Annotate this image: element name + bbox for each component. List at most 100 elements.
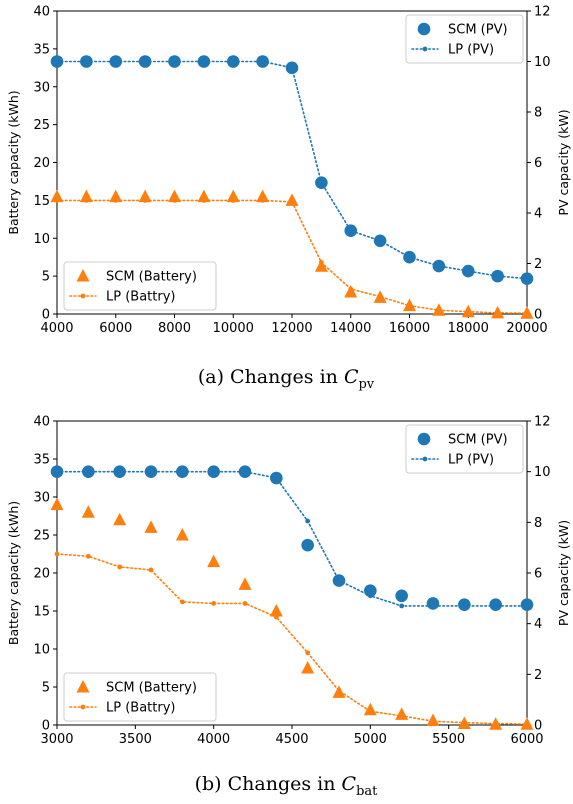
chart-2-series-1-point — [461, 603, 467, 609]
chart-1-legend-battery-marker-scm — [76, 269, 90, 282]
chart-2-ytick-right-label: 6 — [534, 567, 542, 582]
chart-2-legend-battery-marker-lp — [80, 704, 86, 710]
chart-1-ytick-left-label: 5 — [42, 270, 50, 285]
chart-1-series-3-point — [289, 199, 295, 205]
chart-2-series-0-point — [395, 589, 408, 603]
chart-1-ytick-left-label: 15 — [33, 194, 50, 209]
chart-1-series-1-point — [113, 59, 119, 64]
chart-2-xtick-label: 5000 — [354, 732, 387, 747]
chart-2-ytick-left-label: 0 — [42, 719, 50, 734]
chart-1-series-3-point — [83, 197, 89, 203]
chart-2-series-1-point — [524, 603, 530, 609]
chart-2-ytick-left-label: 10 — [33, 643, 50, 658]
chart-1-ytick-right-label: 10 — [534, 55, 551, 70]
chart-2-xtick-label: 3500 — [119, 732, 152, 747]
chart-2-series-2-point — [81, 505, 95, 518]
chart-2-series-3-point — [211, 601, 217, 606]
chart-2-caption: (b) Changes in Cbat — [195, 773, 379, 799]
chart-2-series-2-point — [175, 528, 189, 541]
chart-1-series-3-point — [113, 197, 119, 203]
chart-2-legend-battery-marker-scm — [76, 680, 90, 693]
chart-1-series-2-point — [314, 259, 328, 272]
chart-2-series-3-point — [399, 713, 405, 719]
chart-2-series-2-point — [238, 577, 252, 590]
chart-1-series-2-point — [109, 189, 123, 203]
chart-1-legend-battery-label-scm: SCM (Battery) — [106, 270, 197, 285]
chart-2-series-1-point — [179, 469, 185, 475]
chart-2-series-3-point — [54, 551, 60, 557]
chart-1-ytick-right-label: 8 — [534, 106, 542, 121]
chart-2-series-1-point — [336, 578, 342, 583]
chart-2-xtick-label: 3000 — [40, 732, 73, 747]
chart-2-series-1-point — [367, 593, 373, 599]
chart-1-series-1-point — [495, 273, 501, 279]
chart-1-ytick-left-label: 30 — [33, 80, 50, 95]
chart-1-ytick-right-label: 12 — [534, 5, 551, 20]
chart-1-series-3-point — [260, 197, 266, 203]
chart-2-series-3-point — [430, 718, 436, 724]
chart-2-series-3-point — [85, 553, 91, 559]
chart-2-ytick-left-label: 15 — [33, 605, 50, 620]
chart-1-series-3-point — [495, 310, 501, 316]
chart-2-series-2-point — [50, 497, 64, 511]
chart-2-ylabel-right: PV capacity (kW) — [556, 520, 571, 626]
chart-2-legend-battery-label-scm: SCM (Battery) — [106, 681, 197, 696]
chart-2-series-1-point — [493, 603, 499, 609]
chart-1-caption-sub: pv — [358, 377, 374, 392]
chart-1-series-1-point — [260, 59, 266, 64]
chart-1-series-1-point — [318, 180, 324, 186]
chart-2-series-2-point — [113, 512, 127, 526]
chart-1-ytick-right-label: 2 — [534, 257, 542, 272]
chart-2-series-3-point — [242, 601, 248, 606]
chart-2-ytick-right-label: 8 — [534, 516, 542, 531]
chart-1-series-1-point — [348, 228, 354, 234]
chart-1-series-1-point — [172, 59, 177, 64]
chart-1-xtick-label: 18000 — [448, 321, 489, 336]
chart-2-caption-var: C — [342, 773, 357, 795]
chart-1-xtick-label: 16000 — [389, 321, 430, 336]
chart-2-series-3-point — [461, 720, 467, 726]
chart-2-series-2-point — [269, 604, 283, 617]
chart-2-series-3-point — [179, 599, 185, 605]
chart-2-series-1-point — [305, 518, 311, 524]
chart-1-legend-battery-label-lp: LP (Battry) — [106, 290, 175, 305]
chart-2-series-3-point — [148, 567, 154, 573]
chart-2-legend-battery — [63, 672, 217, 722]
chart-2-caption-sub: bat — [356, 784, 378, 799]
chart-2-series-1-point — [273, 475, 279, 481]
chart-2-series-3-point — [305, 650, 311, 656]
chart-1-legend-battery — [63, 261, 217, 311]
chart-2-ytick-left-label: 35 — [33, 453, 50, 468]
chart-1-series-3-point — [348, 286, 354, 292]
chart-1-series-2-point — [138, 189, 152, 203]
chart-2-series-1-line — [56, 470, 528, 607]
chart-1-series-3-point — [230, 197, 236, 203]
chart-2-series-1-point — [148, 469, 154, 475]
chart-1-ytick-left-label: 0 — [42, 308, 50, 323]
chart-1-ytick-left-label: 40 — [33, 5, 50, 20]
chart-1-series-3-point — [172, 197, 177, 203]
chart-1-series-2-point — [79, 189, 93, 203]
chart-2-ytick-right-label: 12 — [534, 415, 551, 430]
chart-1-series-2-point — [168, 189, 181, 203]
chart-1-legend-battery-marker-lp — [80, 293, 86, 299]
chart-1-legend-pv-label-lp: LP (PV) — [448, 43, 494, 58]
chart-1-ylabel-right: PV capacity (kW) — [556, 109, 571, 215]
chart-2-series-1-point — [85, 469, 91, 475]
chart-2-series-1-point — [399, 603, 405, 609]
chart-2-series-1-point — [211, 469, 217, 475]
chart-1-ytick-left-label: 35 — [33, 42, 50, 57]
chart-1-series-1-point — [524, 276, 530, 282]
chart-2-ytick-right-label: 0 — [534, 719, 542, 734]
chart-1-legend-pv-marker-lp — [422, 46, 428, 52]
chart-1-series-3-point — [436, 307, 442, 313]
chart-1-series-1-point — [54, 59, 60, 64]
chart-1-series-1-point — [436, 263, 442, 269]
chart-2-series-2-point — [207, 554, 221, 568]
chart-1-series-3-point — [465, 309, 471, 315]
chart-1-ytick-right-label: 0 — [534, 308, 542, 323]
chart-1-series-3-point — [201, 197, 207, 203]
chart-2-ytick-right-label: 4 — [534, 617, 542, 632]
chart-1-ytick-right-label: 4 — [534, 207, 542, 222]
